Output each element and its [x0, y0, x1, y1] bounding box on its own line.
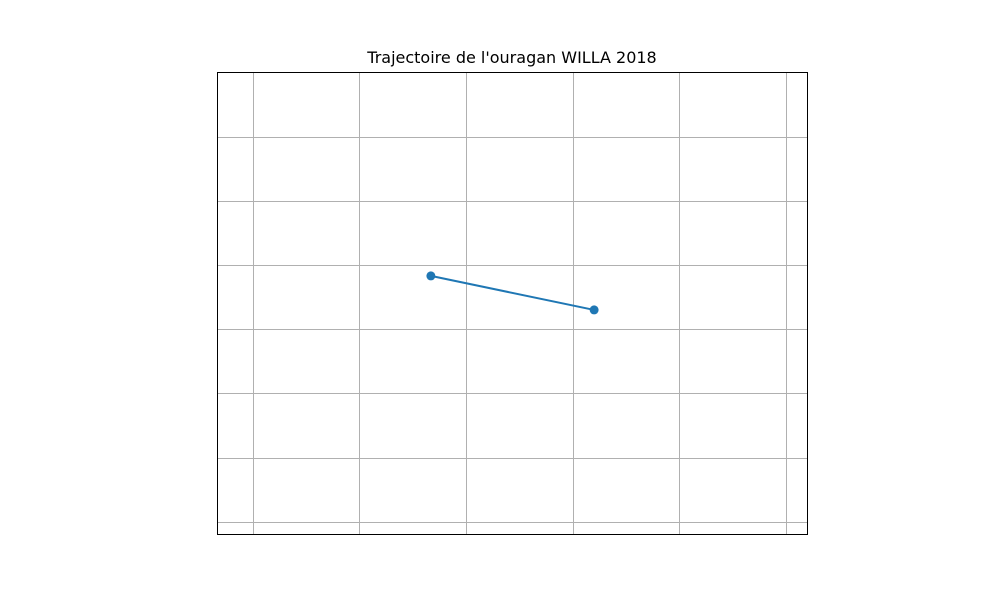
- data-point: [426, 271, 436, 281]
- series-line: [430, 274, 595, 311]
- plot-frame: [217, 72, 808, 535]
- axis-ticks: [218, 138, 787, 535]
- data-point: [589, 305, 599, 315]
- grid: [217, 72, 808, 535]
- chart-title: Trajectoire de l'ouragan WILLA 2018: [366, 48, 656, 67]
- series-layer: [426, 271, 599, 315]
